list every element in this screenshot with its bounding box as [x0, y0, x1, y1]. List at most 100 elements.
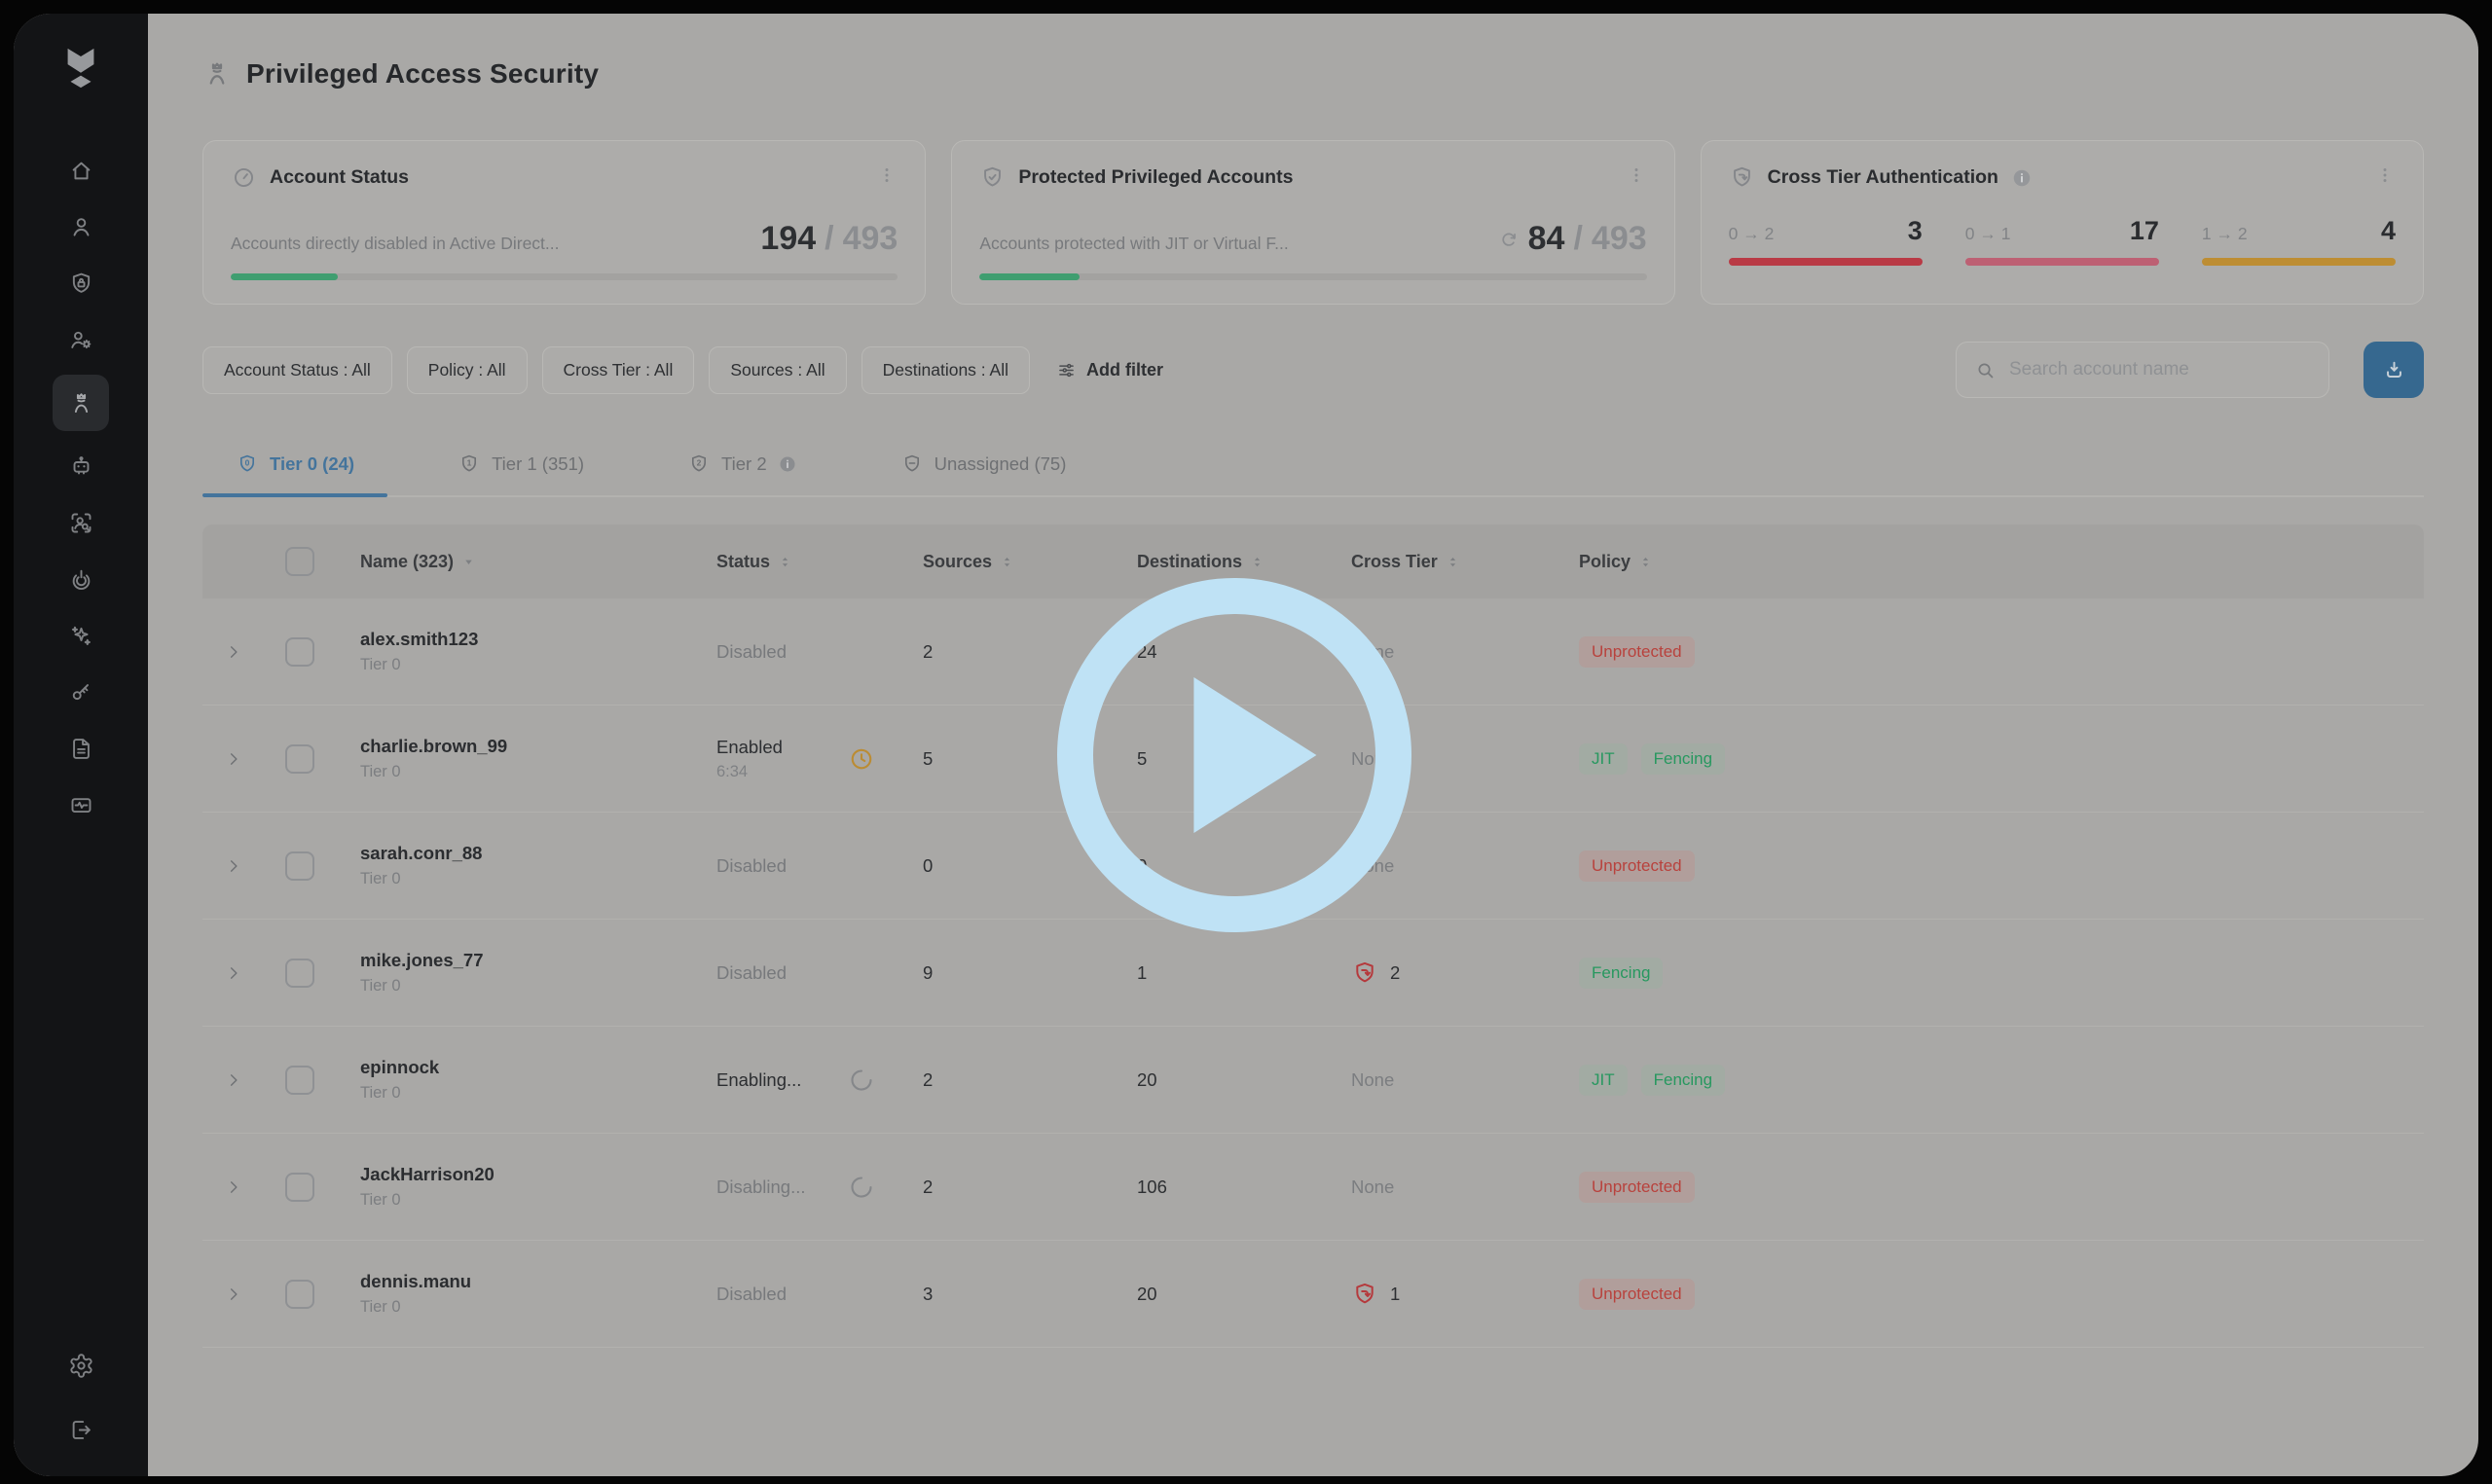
column-header-sources[interactable]: Sources	[898, 552, 1112, 572]
sidebar-item-identities[interactable]	[53, 318, 109, 361]
row-checkbox[interactable]	[285, 1065, 314, 1095]
tab-tier-2[interactable]: 2 Tier 2	[654, 441, 830, 495]
sidebar-item-ai[interactable]	[53, 614, 109, 657]
column-header-cross-tier[interactable]: Cross Tier	[1326, 552, 1554, 572]
filter-pill-destinations[interactable]: Destinations : All	[861, 345, 1030, 394]
tab-label: Unassigned (75)	[934, 453, 1067, 474]
kebab-menu-icon[interactable]	[2374, 164, 2396, 191]
account-name-cell: epinnock Tier 0	[335, 1057, 691, 1103]
sidebar-item-reports[interactable]	[53, 727, 109, 770]
chevron-right-icon[interactable]	[224, 1177, 243, 1197]
sidebar-item-home[interactable]	[53, 149, 109, 192]
cross-tier-cell: None	[1326, 1069, 1554, 1091]
shield-2-icon: 2	[692, 454, 706, 472]
stat-bar	[1964, 258, 2159, 266]
status-value: Disabled	[716, 640, 787, 662]
export-button[interactable]	[2364, 342, 2424, 398]
chevron-right-icon[interactable]	[224, 856, 243, 876]
chevron-right-icon[interactable]	[224, 1285, 243, 1304]
chevron-right-icon[interactable]	[224, 642, 243, 662]
row-checkbox[interactable]	[285, 1279, 314, 1309]
account-name: alex.smith123	[360, 629, 479, 649]
account-name: JackHarrison20	[360, 1164, 495, 1184]
caret-down-icon	[465, 560, 472, 564]
card-protected-accounts: Protected Privileged Accounts Accounts p…	[951, 140, 1675, 305]
column-header-policy[interactable]: Policy	[1554, 552, 2424, 572]
sidebar-item-logout[interactable]	[53, 1408, 109, 1451]
brand-logo-icon[interactable]	[58, 43, 103, 96]
status-text: Disabling...	[716, 1176, 806, 1198]
column-header-status[interactable]: Status	[691, 552, 898, 572]
filter-pill-cross-tier[interactable]: Cross Tier : All	[541, 345, 695, 394]
card-cross-tier-authentication: Cross Tier Authentication 0 → 2 3 0 → 1 17…	[1700, 140, 2424, 305]
table-row[interactable]: JackHarrison20 Tier 0 Disabling... 2 106 None…	[202, 1134, 2424, 1241]
status-value: Disabling...	[716, 1176, 806, 1197]
card-title: Account Status	[270, 166, 410, 188]
kebab-menu-icon[interactable]	[876, 164, 898, 191]
crown-user-icon	[74, 392, 88, 413]
sidebar-item-logs[interactable]	[53, 783, 109, 826]
status-text: Disabled	[716, 641, 787, 663]
table-row[interactable]: dennis.manu Tier 0 Disabled 3 20 1 Unprotected	[202, 1241, 2424, 1348]
sources-cell: 2	[923, 640, 934, 662]
table-row[interactable]: epinnock Tier 0 Enabling... 2 20 None JIT Fenci…	[202, 1027, 2424, 1134]
kebab-menu-icon[interactable]	[1626, 164, 1647, 191]
account-tier: Tier 0	[360, 763, 401, 780]
sidebar-item-users[interactable]	[53, 205, 109, 248]
tab-tier-0[interactable]: 0 Tier 0 (24)	[202, 441, 388, 497]
sliders-icon	[1059, 363, 1074, 377]
policy-cell: Unprotected	[1554, 635, 2424, 668]
sidebar-item-privileged-access[interactable]	[53, 375, 109, 431]
filter-pill-sources[interactable]: Sources : All	[709, 345, 847, 394]
filter-pill-policy[interactable]: Policy : All	[406, 345, 528, 394]
tab-unassigned[interactable]: Unassigned (75)	[867, 441, 1100, 495]
tab-tier-1[interactable]: 1 Tier 1 (351)	[424, 441, 617, 495]
chevron-right-icon[interactable]	[224, 749, 243, 769]
summary-cards: Account Status Accounts directly disable…	[202, 140, 2424, 305]
info-icon[interactable]	[2011, 167, 2033, 189]
robot-icon	[73, 455, 89, 474]
policy-cell: JIT Fencing	[1554, 1064, 2424, 1096]
video-play-button[interactable]	[1057, 578, 1411, 932]
search-input[interactable]	[2009, 359, 2311, 380]
table-row[interactable]: sarah.conr_88 Tier 0 Disabled 0 0 None Unprote…	[202, 813, 2424, 920]
search-box[interactable]	[1956, 342, 2329, 398]
destinations-cell: 20	[1137, 1068, 1157, 1090]
status-cell: Disabled	[691, 1284, 898, 1305]
column-header-destinations[interactable]: Destinations	[1112, 552, 1326, 572]
row-checkbox[interactable]	[285, 636, 314, 667]
column-label: Policy	[1579, 551, 1631, 571]
status-cell: Disabled	[691, 855, 898, 877]
status-cell: Enabled 6:34	[691, 737, 898, 781]
tab-label: Tier 2	[721, 453, 767, 474]
sidebar-item-protection[interactable]	[53, 262, 109, 305]
sidebar-item-service-accounts[interactable]	[53, 445, 109, 488]
account-name-cell: mike.jones_77 Tier 0	[335, 950, 691, 995]
sidebar-item-settings[interactable]	[53, 1344, 109, 1387]
refresh-icon[interactable]	[1498, 229, 1520, 250]
sort-icon	[1004, 557, 1010, 566]
sidebar-item-enforcement[interactable]	[53, 558, 109, 600]
row-checkbox[interactable]	[285, 851, 314, 881]
account-name-cell: charlie.brown_99 Tier 0	[335, 736, 691, 781]
row-checkbox[interactable]	[285, 958, 314, 988]
account-tier: Tier 0	[360, 1084, 401, 1102]
status-value: Disabled	[716, 961, 787, 983]
gear-icon	[69, 1353, 92, 1378]
table-row[interactable]: mike.jones_77 Tier 0 Disabled 9 1 2 Fencing	[202, 920, 2424, 1027]
add-filter-button[interactable]: Add filter	[1056, 360, 1163, 380]
chevron-right-icon[interactable]	[224, 1070, 243, 1090]
sidebar-item-discovery[interactable]	[53, 501, 109, 544]
select-all-checkbox[interactable]	[285, 547, 314, 576]
status-value: Disabled	[716, 854, 787, 876]
chevron-right-icon[interactable]	[224, 963, 243, 983]
status-value: Disabled	[716, 1283, 787, 1304]
destinations-cell: 20	[1137, 1283, 1157, 1304]
row-checkbox[interactable]	[285, 1172, 314, 1202]
status-text: Disabled	[716, 962, 787, 984]
sidebar-item-credentials[interactable]	[53, 670, 109, 713]
row-checkbox[interactable]	[285, 743, 314, 774]
column-header-name[interactable]: Name (323)	[335, 552, 691, 572]
policy-badge: Unprotected	[1579, 635, 1695, 668]
filter-pill-account-status[interactable]: Account Status : All	[202, 345, 392, 394]
